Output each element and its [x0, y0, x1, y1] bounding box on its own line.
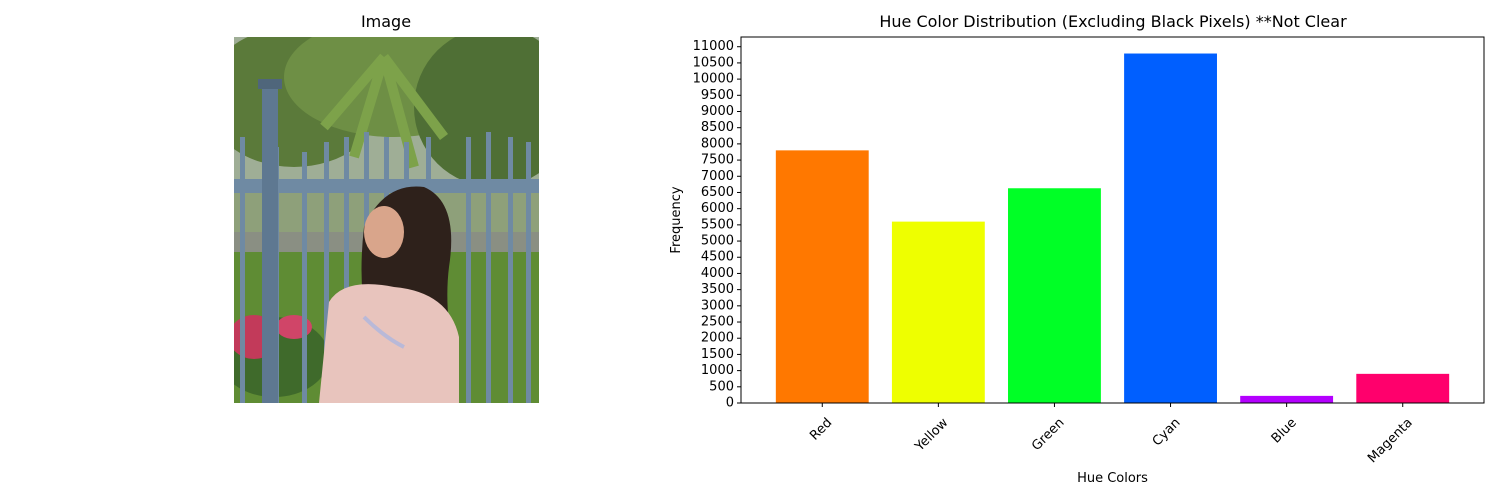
bar-cyan	[1124, 53, 1217, 403]
image-title: Image	[360, 12, 412, 31]
x-axis: Red Yellow Green Cyan Blue Magenta	[807, 403, 1416, 466]
bar-magenta	[1356, 373, 1450, 403]
y-tick-label: 8500	[701, 120, 734, 135]
x-tick-label: Magenta	[1365, 415, 1416, 466]
photo	[234, 37, 539, 403]
x-tick-label: Red	[807, 415, 835, 443]
plot-frame	[740, 36, 1485, 404]
y-tick-label: 500	[709, 379, 734, 394]
y-tick-label: 7000	[701, 169, 734, 184]
bars-group	[775, 53, 1450, 403]
y-tick-label: 10500	[693, 55, 734, 70]
x-tick-label: Green	[1029, 415, 1067, 453]
y-tick-label: 9000	[701, 104, 734, 119]
x-axis-label: Hue Colors	[1077, 471, 1148, 486]
y-tick-label: 7500	[701, 153, 734, 168]
bar-yellow	[891, 221, 985, 403]
y-tick-label: 3000	[701, 298, 734, 313]
y-tick-label: 11000	[693, 39, 734, 54]
y-tick-label: 2500	[701, 315, 734, 330]
y-tick-label: 1500	[701, 347, 734, 362]
x-tick-label: Cyan	[1150, 415, 1184, 449]
y-tick-label: 5000	[701, 234, 734, 249]
bar-green	[1008, 188, 1101, 403]
y-tick-label: 10000	[693, 72, 734, 87]
y-tick-label: 8000	[701, 136, 734, 151]
y-tick-label: 6000	[701, 201, 734, 216]
x-tick-label: Yellow	[912, 415, 952, 455]
chart-title: Hue Color Distribution (Excluding Black …	[879, 12, 1347, 31]
y-axis-label: Frequency	[669, 186, 684, 253]
x-tick-label: Blue	[1269, 415, 1300, 446]
y-tick-label: 9500	[701, 88, 734, 103]
photo-illustration	[234, 37, 539, 403]
y-tick-label: 6500	[701, 185, 734, 200]
y-tick-label: 3500	[701, 282, 734, 297]
y-tick-label: 5500	[701, 217, 734, 232]
y-tick-label: 4500	[701, 250, 734, 265]
bar-blue	[1240, 395, 1334, 403]
bar-red	[775, 150, 869, 403]
y-tick-label: 1000	[701, 363, 734, 378]
y-tick-label: 0	[726, 396, 734, 411]
y-tick-label: 4000	[701, 266, 734, 281]
y-tick-label: 2000	[701, 331, 734, 346]
